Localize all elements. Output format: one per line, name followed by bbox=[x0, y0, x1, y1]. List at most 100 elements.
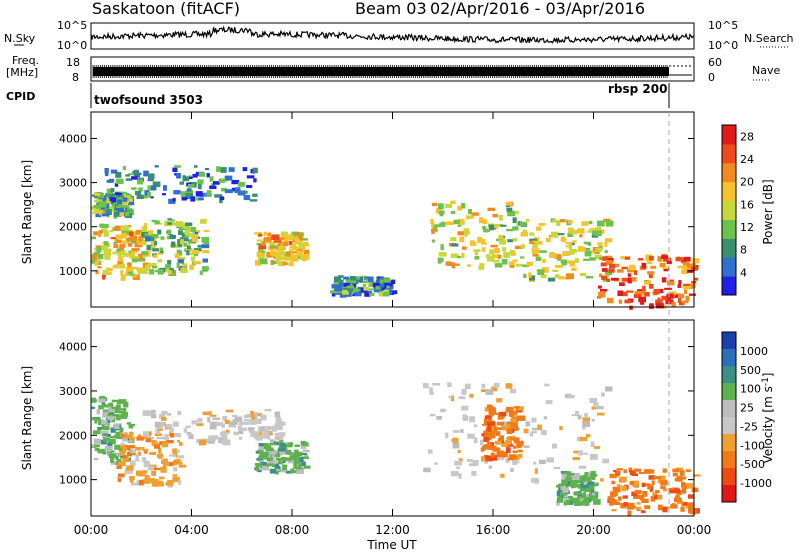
echo-cell bbox=[565, 241, 571, 245]
echo-cell bbox=[125, 468, 133, 474]
echo-cell bbox=[599, 478, 604, 482]
echo-cell bbox=[202, 250, 210, 254]
echo-cell bbox=[144, 233, 148, 237]
echo-cell bbox=[469, 393, 474, 398]
echo-cell bbox=[130, 482, 138, 486]
echo-cell bbox=[189, 233, 195, 237]
echo-cell bbox=[268, 241, 276, 246]
echo-cell bbox=[119, 201, 128, 207]
echo-cell bbox=[206, 173, 210, 178]
echo-cell bbox=[161, 442, 169, 448]
echo-cell bbox=[646, 261, 653, 265]
echo-cell bbox=[612, 486, 621, 493]
echo-cell bbox=[162, 193, 166, 196]
echo-cell bbox=[577, 246, 584, 252]
echo-cell bbox=[640, 301, 645, 305]
echo-cell bbox=[589, 251, 596, 254]
echo-cell bbox=[470, 215, 475, 219]
echo-cell bbox=[431, 230, 435, 234]
echo-cell bbox=[174, 459, 181, 463]
echo-cell bbox=[677, 265, 685, 269]
echo-cell bbox=[95, 259, 101, 263]
echo-cell bbox=[143, 227, 148, 230]
echo-cell bbox=[110, 207, 114, 211]
echo-cell bbox=[122, 431, 126, 435]
echo-cell bbox=[126, 195, 130, 199]
echo-cell bbox=[276, 417, 282, 423]
echo-cell bbox=[617, 290, 624, 296]
echo-cell bbox=[291, 231, 300, 236]
echo-cell bbox=[239, 427, 248, 431]
echo-cell bbox=[130, 236, 138, 241]
echo-cell bbox=[170, 432, 175, 438]
nsky-tick-high: 10^5 bbox=[57, 19, 87, 32]
echo-cell bbox=[673, 488, 680, 494]
echo-cell bbox=[663, 488, 668, 492]
echo-cell bbox=[531, 248, 540, 253]
echo-cell bbox=[506, 447, 511, 453]
echo-cell bbox=[180, 191, 187, 197]
echo-cell bbox=[671, 302, 676, 308]
echo-cell bbox=[124, 413, 128, 417]
echo-cell bbox=[578, 484, 582, 489]
echo-cell bbox=[274, 468, 280, 471]
echo-cell bbox=[534, 468, 538, 474]
echo-cell bbox=[631, 277, 637, 282]
echo-cell bbox=[166, 412, 172, 416]
echo-cell bbox=[575, 411, 579, 417]
echo-cell bbox=[156, 437, 164, 440]
echo-cell bbox=[120, 274, 127, 277]
echo-cell bbox=[480, 456, 485, 462]
echo-cell bbox=[150, 237, 155, 241]
echo-cell bbox=[104, 172, 109, 177]
echo-cell bbox=[282, 234, 288, 240]
echo-cell bbox=[589, 398, 597, 403]
echo-cell bbox=[172, 448, 177, 454]
echo-cell bbox=[592, 230, 597, 236]
echo-cell bbox=[570, 242, 575, 246]
echo-cell bbox=[517, 449, 523, 453]
power-colorbar: 4 8 12 16 20 24 28 bbox=[721, 124, 754, 296]
echo-cell bbox=[531, 417, 537, 423]
echo-cell bbox=[573, 491, 581, 495]
echo-cell bbox=[178, 480, 182, 485]
echo-cell bbox=[631, 480, 639, 487]
echo-cell bbox=[101, 430, 109, 434]
echo-cell bbox=[674, 294, 679, 298]
power-colorbar-tick: 4 bbox=[740, 266, 747, 279]
echo-cell bbox=[693, 508, 700, 514]
echo-cell bbox=[279, 461, 283, 465]
echo-cell bbox=[362, 283, 366, 287]
echo-cell bbox=[180, 267, 187, 270]
echo-cell bbox=[582, 421, 590, 428]
echo-cell bbox=[482, 423, 488, 426]
echo-cell bbox=[605, 386, 613, 392]
echo-cell bbox=[657, 494, 663, 500]
echo-cell bbox=[578, 450, 583, 456]
echo-cell bbox=[228, 167, 235, 172]
echo-cell bbox=[523, 445, 530, 448]
echo-cell bbox=[568, 243, 573, 249]
echo-cell bbox=[228, 421, 234, 426]
echo-cell bbox=[590, 495, 599, 499]
echo-cell bbox=[503, 252, 511, 258]
time-axis: 00:00 04:00 08:00 12:00 16:00 20:00 00:00 bbox=[74, 523, 712, 537]
echo-cell bbox=[170, 235, 176, 239]
y-tick-label: 1000 bbox=[59, 265, 87, 278]
echo-cell bbox=[120, 194, 124, 198]
echo-cell bbox=[120, 433, 125, 438]
echo-cell bbox=[212, 436, 216, 441]
echo-cell bbox=[465, 215, 471, 219]
echo-cell bbox=[611, 277, 619, 281]
echo-cell bbox=[594, 254, 602, 260]
echo-cell bbox=[117, 202, 123, 207]
echo-cell bbox=[346, 285, 355, 289]
echo-cell bbox=[375, 285, 380, 290]
echo-cell bbox=[587, 482, 595, 486]
echo-cell bbox=[386, 286, 394, 290]
echo-cell bbox=[674, 477, 680, 482]
echo-cell bbox=[483, 242, 487, 245]
echo-cell bbox=[532, 242, 538, 248]
echo-cell bbox=[511, 412, 518, 415]
echo-cell bbox=[266, 425, 272, 430]
